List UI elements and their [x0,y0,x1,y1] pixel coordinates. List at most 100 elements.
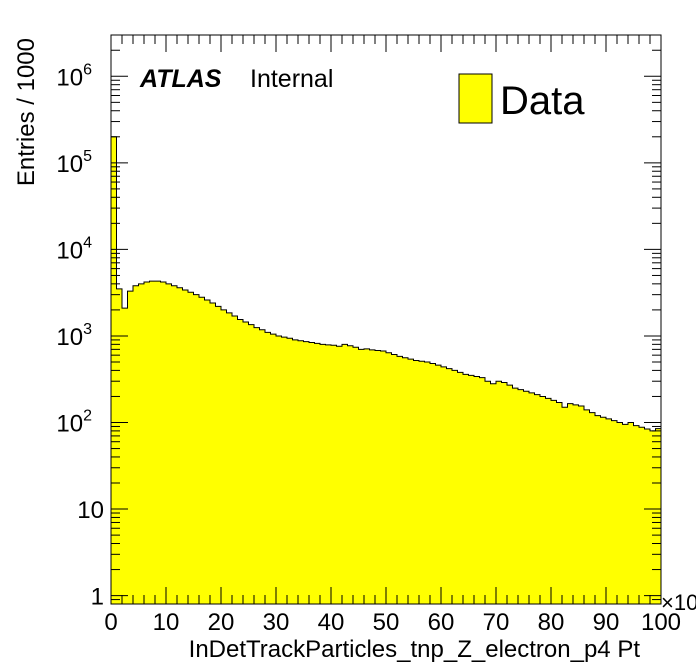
histogram-bar [182,289,189,604]
histogram-bar [562,407,568,604]
histogram-bar [534,394,541,604]
histogram-bar [424,362,431,604]
histogram-bar [600,417,607,604]
y-axis-ticks [111,34,661,605]
histogram-bar [402,357,409,604]
histogram-bar [468,375,475,604]
histogram-bar [358,349,365,604]
histogram-bar [633,425,640,604]
histogram-bar [199,297,205,604]
histogram-bar [391,354,398,604]
y-axis-tick-labels: 1 10 102 103 104 105 106 [56,61,104,610]
histogram-bar [364,348,370,604]
histogram-bar [584,409,590,604]
histogram-bar [144,282,150,604]
histogram-bar [204,300,211,604]
histogram-bar [589,412,596,604]
histogram-bar [303,341,310,604]
histogram-bar [215,306,222,604]
atlas-label: ATLAS [139,65,222,93]
y-axis-tick-label: 105 [56,148,92,178]
histogram-bar [611,420,618,604]
histogram-bar [496,381,502,604]
histogram-bar [259,329,266,604]
histogram-bar [276,335,282,604]
atlas-status-label: Internal [250,65,333,93]
x-axis-tick-label: 70 [483,609,510,636]
histogram-bar [375,350,381,604]
histogram-bar [639,427,645,604]
histogram-bar [490,383,497,604]
histogram-bar [578,406,585,604]
histogram-bar [567,403,574,604]
histogram-bar [325,344,332,604]
histogram-bar [314,343,321,604]
x-axis-tick-label: 0 [104,609,117,636]
histogram-bar [336,346,343,604]
x-axis-tick-label: 60 [428,609,455,636]
histogram-bar [155,281,161,604]
x-axis-tick-label: 90 [593,609,620,636]
histogram-bar [507,385,513,604]
x-axis-title: InDetTrackParticles_tnp_Z_electron_p4 Pt [189,636,641,663]
histogram-bar [617,422,623,604]
histogram-bar [287,338,293,604]
histogram-bar [171,285,178,604]
histogram-bar [573,404,579,604]
histogram-bar [331,345,337,604]
histogram-bar [419,361,425,604]
x-axis-tick-label: 10 [153,609,180,636]
histogram-bar [210,303,216,604]
histogram-bar [298,340,304,604]
histogram-bar [270,334,277,604]
histogram-bar [254,327,260,604]
histogram-bar [551,400,557,604]
histogram-bar [397,356,403,604]
histogram-bar [386,352,392,604]
histogram-bar [446,368,453,604]
histogram-bar [166,283,172,604]
histogram-bar [232,316,238,604]
histogram-bar [430,363,436,604]
histogram-bar [292,339,299,604]
histogram-bar [243,321,249,604]
y-axis-title: Entries / 1000 [13,38,40,186]
histogram-bar [408,359,414,604]
histogram-bar [529,392,535,604]
x-axis-tick-label: 20 [208,609,235,636]
y-axis-tick-label: 106 [56,61,92,91]
x-axis-tick-labels: 0 10 20 30 40 50 60 70 80 90 100 [104,609,681,636]
x-axis-tick-label: 50 [373,609,400,636]
x-axis-tick-label: 30 [263,609,290,636]
histogram-bar [380,351,387,604]
histogram-bar [309,342,315,604]
legend-label: Data [500,79,585,123]
histogram-bar [595,415,601,604]
histogram-bar [441,366,447,604]
histogram-bar [193,294,200,604]
histogram-bar [452,370,458,604]
histogram-bar [512,388,519,604]
histogram-bar [188,292,194,604]
histogram-bar [342,344,348,604]
histogram-bar [221,309,227,604]
histogram-bar [622,424,629,604]
histogram-bar [347,345,354,604]
histogram-bar [485,381,491,604]
histogram-outline [111,136,661,604]
histogram-bar [138,283,145,604]
histogram-bar [133,285,139,604]
histogram-bar [116,288,123,604]
x-axis-ticks [110,35,662,604]
histogram-bar [463,374,469,604]
x-axis-tick-label: 40 [318,609,345,636]
histogram-bar [226,312,233,604]
y-axis-tick-label: 10 [77,497,104,524]
histogram-bar [523,391,530,604]
histogram-bar [606,418,612,604]
histogram-bar [237,319,244,604]
histogram-bar [474,376,480,604]
y-axis-tick-label: 103 [56,321,92,351]
y-axis-tick-label: 1 [91,584,104,611]
